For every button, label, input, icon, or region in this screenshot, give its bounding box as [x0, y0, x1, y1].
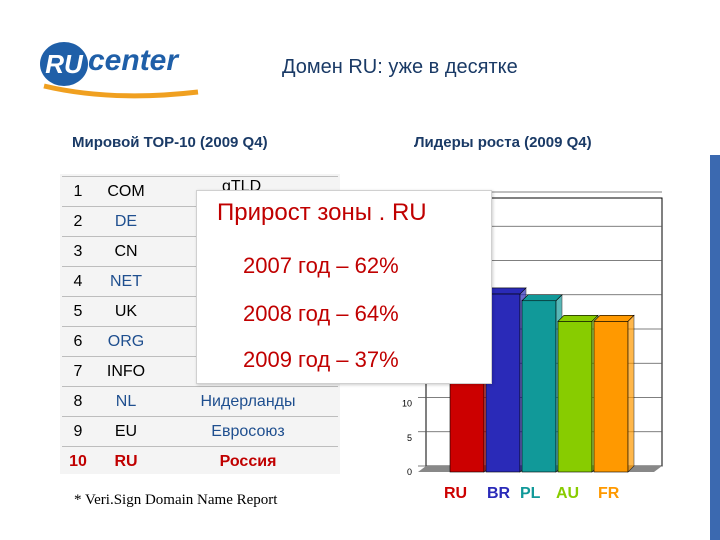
table-row: 8 NL Нидерланды: [62, 386, 338, 417]
x-label-pl: PL: [520, 485, 541, 502]
bar-front: [521, 300, 557, 473]
bar-br: [485, 287, 527, 473]
footnote: * Veri.Sign Domain Name Report: [74, 492, 278, 508]
x-label-au: AU: [556, 485, 580, 502]
logo-swoosh-icon: [43, 83, 199, 99]
bar-top: [557, 315, 599, 322]
table-cell-rank: 7: [73, 362, 83, 380]
bar-side: [627, 314, 635, 473]
table-cell-rank: 3: [73, 242, 83, 260]
popup-line-2009: 2009 год – 37%: [243, 347, 399, 372]
table-cell-country: Евросоюз: [211, 422, 285, 440]
left-heading: Мировой TOP-10 (2009 Q4): [72, 134, 268, 151]
table-cell-domain: UK: [114, 302, 138, 320]
bar-fr: [593, 314, 635, 473]
y-tick-label: 0: [407, 467, 412, 477]
ru-center-logo: RU center: [38, 40, 199, 100]
table-cell-rank: 8: [73, 392, 83, 410]
table-cell-country: Нидерланды: [200, 392, 296, 410]
x-label-br: BR: [487, 485, 511, 502]
table-row: 9 EU Евросоюз: [62, 416, 338, 447]
ru-logo-icon: RU: [40, 42, 88, 86]
bar-front: [593, 321, 629, 473]
table-cell-domain: RU: [114, 452, 138, 470]
table-row: 1 COM: [62, 176, 338, 207]
chart-y-ticks: 0 5 10: [402, 399, 412, 478]
table-row: 10 RU Россия: [62, 446, 338, 477]
table-cell-rank: 4: [73, 272, 83, 290]
bar-top: [521, 294, 563, 302]
growth-popup: Прирост зоны . RU 2007 год – 62% 2008 го…: [196, 190, 492, 384]
table-cell-domain: COM: [107, 182, 145, 200]
x-label-ru: RU: [444, 485, 468, 502]
table-cell-rank: 9: [73, 422, 83, 440]
table-cell-rank: 1: [73, 182, 83, 200]
decorative-side-bar: [710, 155, 720, 540]
logo-ru-text: RU: [45, 49, 84, 79]
bar-top: [485, 287, 527, 295]
bar-top: [593, 315, 635, 322]
table-cell-rank: 5: [73, 302, 83, 320]
y-tick-label: 5: [407, 433, 412, 443]
popup-line-2008: 2008 год – 64%: [243, 301, 399, 326]
table-cell-domain: EU: [114, 422, 138, 440]
y-tick-label: 10: [402, 399, 412, 409]
table-cell-domain: INFO: [106, 362, 146, 380]
logo-text: center: [88, 44, 179, 77]
right-heading: Лидеры роста (2009 Q4): [414, 134, 592, 151]
table-cell-rank: 6: [73, 332, 83, 350]
table-cell-rank: 2: [73, 212, 83, 230]
bar-pl: [521, 294, 563, 473]
table-cell-domain: ORG: [107, 332, 145, 350]
table-cell-domain: CN: [114, 242, 138, 260]
slide-title: Домен RU: уже в десятке: [282, 56, 518, 78]
table-cell-domain: NL: [115, 392, 137, 410]
x-label-fr: FR: [598, 485, 620, 502]
table-cell-country: Россия: [219, 452, 277, 470]
bar-au: [557, 314, 599, 473]
popup-title: Прирост зоны . RU: [217, 199, 427, 226]
table-cell-domain: DE: [114, 212, 138, 230]
bar-front: [557, 321, 593, 473]
popup-line-2007: 2007 год – 62%: [243, 253, 399, 278]
table-cell-rank: 10: [69, 452, 87, 470]
table-cell-domain: NET: [110, 272, 142, 290]
